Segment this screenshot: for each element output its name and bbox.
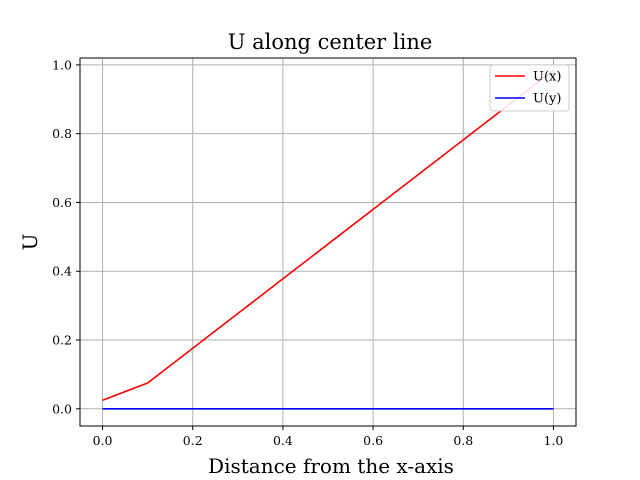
x-tick-label: 0.8: [453, 433, 473, 448]
y-axis-label: U: [18, 234, 42, 251]
x-tick-label: 1.0: [544, 433, 564, 448]
y-tick-label: 0.6: [52, 195, 72, 210]
y-tick-label: 0.4: [52, 264, 72, 279]
series-line-1: [102, 69, 554, 401]
legend-label: U(x): [533, 70, 561, 85]
x-tick-label: 0.2: [183, 433, 203, 448]
series-lines: [102, 69, 554, 410]
legend-label: U(y): [533, 92, 561, 107]
legend: U(x) U(y): [489, 64, 570, 112]
x-tick-label: 0.4: [273, 433, 293, 448]
y-tick-label: 1.0: [52, 57, 72, 72]
x-tick-label: 0.6: [363, 433, 383, 448]
chart-title: U along center line: [228, 30, 433, 54]
y-tick-label: 0.0: [52, 401, 72, 416]
y-tick-label: 0.8: [52, 126, 72, 141]
axis-ticks: 0.0 0.2 0.4 0.6 0.8 1.0 0.0 0.2 0.4 0.6 0.8 1.0: [52, 57, 563, 448]
x-axis-label: Distance from the x-axis: [208, 454, 454, 478]
plot-frame: [79, 57, 577, 427]
grid-lines: [80, 58, 576, 426]
y-tick-label: 0.2: [52, 333, 72, 348]
x-tick-label: 0.0: [93, 433, 113, 448]
